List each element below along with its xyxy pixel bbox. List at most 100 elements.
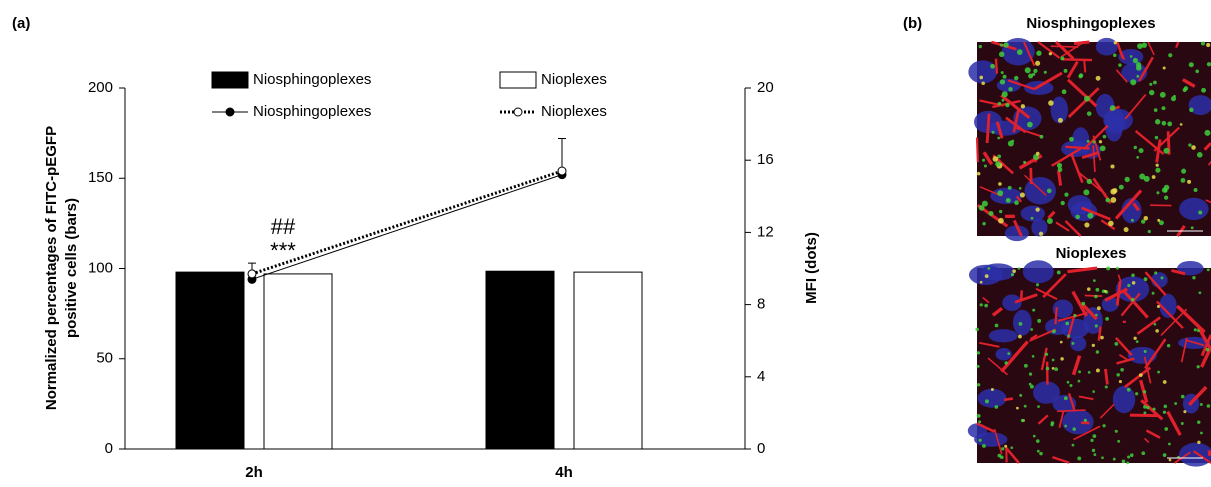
signal (1189, 62, 1194, 67)
membrane (987, 114, 989, 143)
signal (1095, 324, 1098, 327)
bar (574, 272, 642, 449)
nucleus (1023, 260, 1054, 283)
signal (1131, 274, 1135, 278)
image-title: Nioplexes (1056, 245, 1127, 262)
signal (1195, 69, 1199, 73)
signal (1084, 96, 1090, 102)
signal (1092, 449, 1095, 452)
signal (1141, 220, 1145, 224)
signal (1125, 177, 1130, 182)
signal (1103, 135, 1107, 139)
signal (1018, 267, 1021, 270)
signal (1130, 453, 1134, 457)
signal (1139, 373, 1143, 377)
nucleus (981, 263, 1015, 280)
y-tick-label: 100 (88, 259, 113, 276)
signal (1060, 56, 1064, 60)
signal (1154, 323, 1157, 326)
signal (1008, 140, 1014, 146)
signal (979, 439, 982, 442)
signal (1197, 365, 1200, 368)
signal (1000, 455, 1004, 459)
signal (982, 444, 986, 448)
y-tick-label: 150 (88, 169, 113, 186)
membrane (1209, 450, 1210, 455)
bar (176, 272, 244, 449)
signal (1003, 75, 1007, 79)
x-tick-label: 4h (555, 464, 573, 481)
nucleus (978, 389, 1007, 408)
signal (1200, 403, 1203, 406)
y-tick-label: 0 (105, 440, 113, 457)
signal (1105, 198, 1110, 203)
signal (1157, 371, 1160, 374)
signal (1087, 111, 1092, 116)
annotation: *** (270, 238, 296, 263)
signal (1144, 176, 1150, 182)
signal (1072, 444, 1075, 447)
signal (1197, 329, 1200, 332)
line (252, 171, 562, 274)
signal (1047, 189, 1052, 194)
signal (1100, 336, 1104, 340)
signal (1161, 276, 1164, 279)
signal (979, 205, 985, 211)
signal (1067, 334, 1070, 337)
signal (1051, 421, 1055, 425)
signal (1134, 146, 1137, 149)
signal (1135, 392, 1138, 395)
signal (1017, 49, 1023, 55)
signal (1093, 279, 1096, 282)
signal (984, 164, 987, 167)
signal (1021, 419, 1024, 422)
signal (1155, 329, 1159, 333)
signal (989, 211, 994, 216)
point (248, 270, 256, 278)
signal (1084, 419, 1087, 422)
signal (1064, 192, 1068, 196)
signal (1156, 164, 1159, 167)
signal (1117, 440, 1120, 443)
signal (1094, 295, 1098, 299)
signal (977, 351, 980, 354)
signal (997, 154, 1001, 158)
signal (1037, 319, 1041, 323)
signal (1113, 53, 1117, 57)
membrane (1105, 369, 1107, 384)
signal (1136, 75, 1139, 78)
signal (1016, 407, 1019, 410)
signal (1060, 341, 1063, 344)
signal (1133, 58, 1138, 63)
signal (1019, 394, 1022, 397)
signal (998, 182, 1002, 186)
signal (1136, 62, 1141, 67)
membrane (1099, 327, 1101, 341)
signal (1141, 451, 1145, 455)
signal (1104, 290, 1107, 293)
signal (1163, 67, 1166, 70)
signal (1164, 195, 1168, 199)
signal (977, 414, 981, 418)
membrane (1062, 59, 1092, 60)
signal (1036, 207, 1040, 211)
signal (1156, 191, 1159, 194)
signal (1099, 140, 1102, 143)
signal (1036, 283, 1039, 286)
signal (1067, 381, 1070, 384)
signal (1152, 175, 1156, 179)
signal (1206, 43, 1210, 47)
signal (1183, 88, 1187, 92)
nucleus (989, 329, 1018, 342)
signal (1029, 383, 1032, 386)
signal (1133, 337, 1136, 340)
signal (1183, 410, 1186, 413)
signal (1027, 122, 1033, 128)
signal (1127, 388, 1131, 392)
signal (1096, 76, 1101, 81)
signal (995, 161, 1001, 167)
signal (1037, 405, 1040, 408)
signal (1096, 350, 1099, 353)
signal (1019, 322, 1023, 326)
signal (991, 388, 994, 391)
